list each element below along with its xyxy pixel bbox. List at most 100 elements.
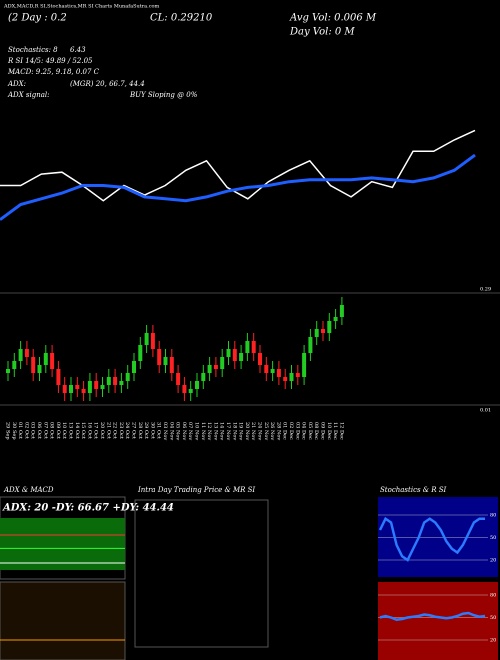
x-tick-label: 18 Nov — [231, 422, 237, 440]
candle-body — [6, 369, 10, 373]
candle-body — [24, 349, 29, 357]
candle-body — [245, 341, 250, 353]
x-tick-label: 10 Oct — [61, 422, 67, 439]
x-tick-label: 09 Dec — [320, 422, 326, 440]
x-tick-label: 30 Oct — [149, 422, 155, 439]
candle-body — [276, 369, 281, 377]
candle-body — [43, 353, 48, 365]
x-tick-label: 12 Dec — [338, 422, 344, 440]
x-tick-label: 21 Oct — [105, 422, 111, 439]
candle-body — [18, 349, 23, 361]
intraday-panel — [134, 499, 269, 648]
candle-body — [31, 357, 36, 373]
x-tick-label: 11 Dec — [332, 422, 338, 440]
y-tick-label: 80 — [490, 513, 496, 519]
panel-title: Intra Day Trading Price & MR SI — [137, 486, 255, 494]
candle-body — [327, 321, 332, 333]
x-tick-label: 05 Nov — [175, 422, 181, 440]
x-tick-label: 16 Oct — [86, 422, 92, 439]
stat: ADX signal: — [7, 91, 49, 99]
x-tick-label: 06 Oct — [36, 422, 42, 439]
candle-body — [220, 357, 225, 369]
adx-label: ADX: 20 -DY: 66.67 +DY: 44.44 — [2, 503, 174, 514]
candle-body — [69, 385, 73, 393]
x-tick-label: 10 Dec — [326, 422, 332, 440]
y-tick-label: 20 — [490, 638, 496, 644]
title: ADX,MACD,R SI,Stochastics,MR SI Charts M… — [3, 4, 160, 10]
x-tick-label: 06 Nov — [181, 422, 187, 440]
x-tick-label: 25 Nov — [263, 422, 269, 440]
y-tick-label: 20 — [490, 558, 496, 564]
y-tick-label: 80 — [490, 593, 496, 599]
x-tick-label: 08 Dec — [313, 422, 319, 440]
x-tick-label: 13 Oct — [68, 422, 74, 439]
x-tick-label: 07 Nov — [187, 422, 193, 440]
x-tick-label: 02 Oct — [23, 422, 29, 439]
x-tick-label: 02 Dec — [288, 422, 294, 440]
day-vol: Day Vol: 0 M — [289, 27, 355, 38]
x-tick-label: 07 Oct — [42, 422, 48, 439]
x-tick-label: 21 Nov — [250, 422, 256, 440]
stat: (MGR) 20, 66.7, 44.4 — [70, 80, 145, 88]
x-tick-label: 04 Nov — [168, 422, 174, 440]
x-tick-label: 28 Nov — [275, 422, 281, 440]
candle-body — [150, 333, 155, 349]
candle-body — [113, 377, 118, 385]
candle-body — [321, 329, 325, 333]
series-line — [0, 153, 476, 221]
x-tick-label: 10 Nov — [194, 422, 200, 440]
x-tick-label: 12 Nov — [206, 422, 212, 440]
x-tick-label: 20 Oct — [99, 422, 105, 439]
candle-body — [50, 353, 55, 369]
x-tick-label: 26 Nov — [269, 422, 275, 440]
x-tick-label: 15 Oct — [80, 422, 86, 439]
x-tick-label: 31 Oct — [156, 422, 162, 439]
candle-body — [289, 373, 294, 381]
stat: R SI 14/5: 49.89 / 52.05 — [7, 57, 93, 65]
y-tick-label: 0.29 — [480, 287, 491, 293]
candle-body — [251, 341, 256, 353]
candle-body — [176, 373, 181, 385]
candle-body — [333, 317, 338, 321]
candle-body — [100, 385, 105, 389]
candle-body — [188, 389, 193, 393]
candle-body — [144, 333, 149, 345]
candle-body — [87, 381, 92, 393]
x-tick-label: 09 Oct — [55, 422, 61, 439]
x-tick-label: 27 Oct — [131, 422, 137, 439]
x-tick-label: 13 Nov — [212, 422, 218, 440]
candle-body — [264, 365, 269, 373]
x-tick-label: 17 Nov — [225, 422, 231, 440]
candle-body — [295, 373, 300, 377]
stat: BUY Sloping @ 0% — [129, 91, 198, 99]
x-tick-label: 03 Oct — [30, 422, 36, 439]
candle-body — [75, 385, 80, 389]
x-tick-label: 24 Oct — [124, 422, 130, 439]
y-tick-label: 0.01 — [480, 408, 491, 414]
candle-body — [125, 373, 130, 381]
x-tick-label: 30 Sep — [11, 422, 17, 440]
candle-body — [106, 377, 111, 385]
stat: 6.43 — [70, 46, 86, 54]
candle-body — [169, 357, 174, 373]
candle-body — [258, 353, 262, 365]
candle-body — [226, 349, 231, 357]
x-tick-label: 24 Nov — [257, 422, 263, 440]
candle-body — [138, 345, 143, 361]
x-tick-label: 29 Sep — [5, 422, 11, 440]
candle-body — [132, 361, 136, 373]
candle-body — [195, 381, 199, 389]
x-tick-label: 17 Oct — [93, 422, 99, 439]
x-tick-label: 28 Oct — [137, 422, 143, 439]
candle-body — [163, 357, 168, 365]
stat: Stochastics: 8 — [8, 46, 58, 54]
x-tick-label: 23 Oct — [118, 422, 124, 439]
candle-body — [302, 353, 307, 377]
candle-body — [119, 381, 124, 385]
x-tick-label: 01 Dec — [282, 422, 288, 440]
candle-body — [12, 361, 17, 369]
candle-body — [283, 377, 288, 381]
panel-title: Stochastics & R SI — [380, 486, 447, 494]
stat: MACD: 9.25, 9.18, 0.07 C — [7, 68, 100, 76]
